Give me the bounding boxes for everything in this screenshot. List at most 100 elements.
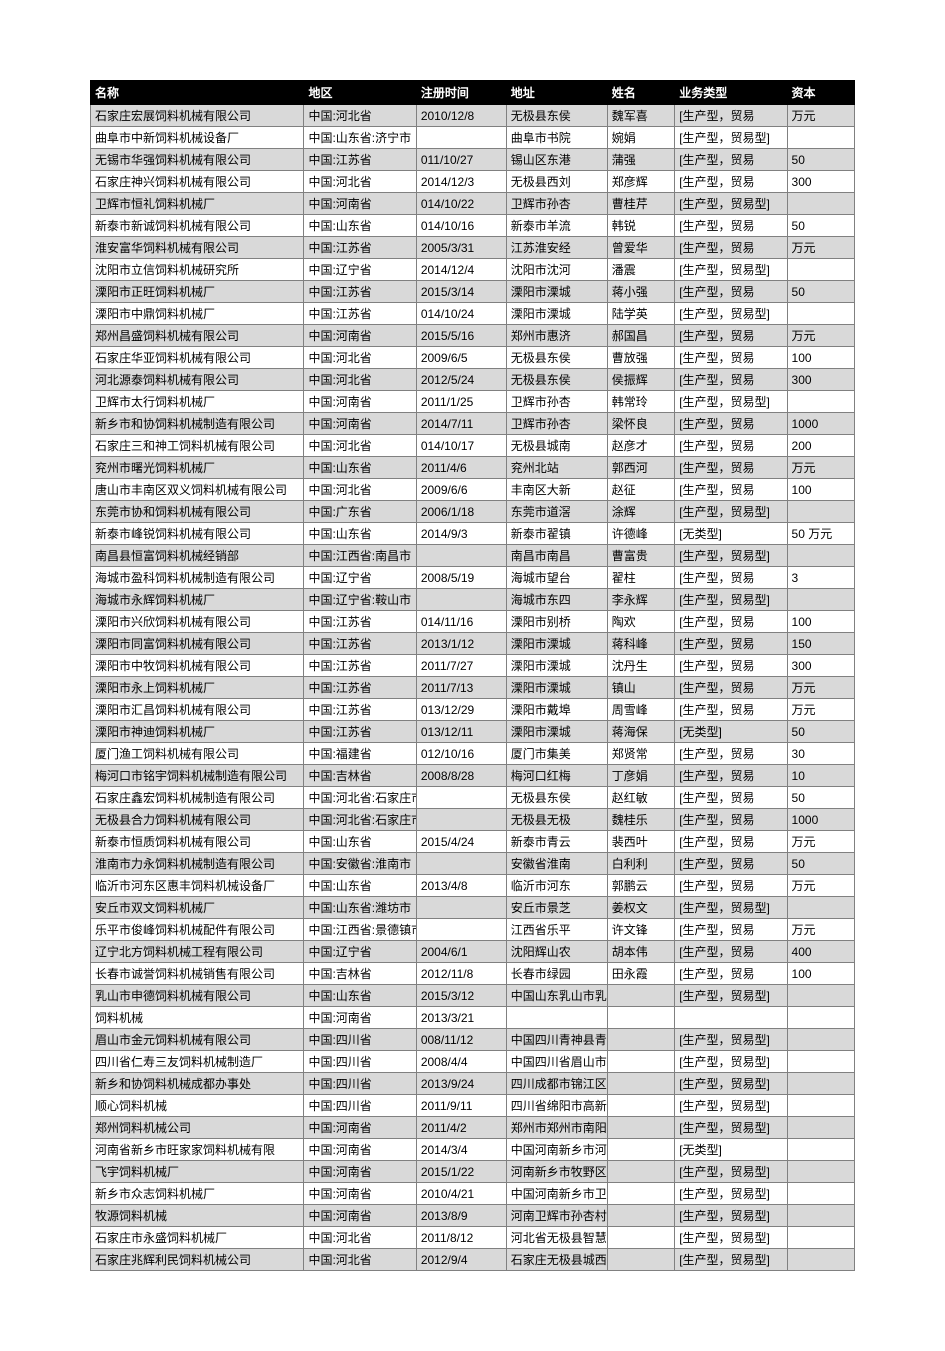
table-cell [607,1117,674,1139]
table-cell: 中国:四川省 [304,1073,416,1095]
table-cell [787,391,854,413]
table-cell: 中国:四川省 [304,1095,416,1117]
table-cell: 2013/1/12 [416,633,506,655]
table-cell: [生产型，贸易型] [675,303,787,325]
table-row: 眉山市金元饲料机械有限公司中国:四川省008/11/12中国四川青神县青神县[生… [91,1029,855,1051]
table-row: 溧阳市中鼎饲料机械厂中国:江苏省014/10/24溧阳市溧城陆学英[生产型，贸易… [91,303,855,325]
table-cell: 2008/4/4 [416,1051,506,1073]
table-cell: 400 [787,941,854,963]
table-cell: 陶欢 [607,611,674,633]
table-cell [787,1205,854,1227]
table-row: 新泰市峰锐饲料机械有限公司中国:山东省2014/9/3新泰市翟镇许德峰[无类型]… [91,523,855,545]
table-cell: 中国:河北省 [304,171,416,193]
table-cell: 无极县合力饲料机械有限公司 [91,809,304,831]
table-cell: 中国:辽宁省:鞍山市 [304,589,416,611]
table-cell: [生产型，贸易 [675,941,787,963]
table-cell: [生产型，贸易 [675,677,787,699]
table-cell: 乳山市申德饲料机械有限公司 [91,985,304,1007]
table-cell [787,1117,854,1139]
table-cell: 中国:福建省 [304,743,416,765]
table-row: 曲阜市中新饲料机械设备厂中国:山东省:济宁市曲阜市书院婉娟[生产型，贸易型] [91,127,855,149]
table-cell: 中国:江苏省 [304,699,416,721]
table-cell: 中国:河南省 [304,1205,416,1227]
table-cell: 长春市诚誉饲料机械销售有限公司 [91,963,304,985]
table-cell: 中国:河南省 [304,1161,416,1183]
table-cell: 无极县无极 [506,809,607,831]
table-cell: 中国:河北省 [304,435,416,457]
table-cell: 中国:河南省 [304,391,416,413]
table-cell: 新乡和协饲料机械成都办事处 [91,1073,304,1095]
table-cell: 万元 [787,237,854,259]
table-cell: 中国:江苏省 [304,281,416,303]
table-cell: 2013/8/9 [416,1205,506,1227]
table-row: 新泰市恒质饲料机械有限公司中国:山东省2015/4/24新泰市青云裴西叶[生产型… [91,831,855,853]
table-cell [607,1029,674,1051]
table-cell: 溧阳市中牧饲料机械有限公司 [91,655,304,677]
table-cell: 赵红敏 [607,787,674,809]
table-cell: 中国:江苏省 [304,721,416,743]
table-cell [787,1073,854,1095]
table-cell: 郭西河 [607,457,674,479]
table-cell: 溧阳市戴埠 [506,699,607,721]
table-cell: 顺心饲料机械 [91,1095,304,1117]
table-cell: 2015/3/14 [416,281,506,303]
table-cell [416,897,506,919]
table-row: 溧阳市正旺饲料机械厂中国:江苏省2015/3/14溧阳市溧城蒋小强[生产型，贸易… [91,281,855,303]
table-cell: 中国:山东省 [304,523,416,545]
table-cell: [生产型，贸易 [675,171,787,193]
table-cell: 50 [787,149,854,171]
table-cell: [生产型，贸易 [675,743,787,765]
table-cell: [生产型，贸易 [675,611,787,633]
table-cell [787,1007,854,1029]
table-header: 名称地区注册时间地址姓名业务类型资本 [91,81,855,105]
table-cell: 50 万元 [787,523,854,545]
table-row: 溧阳市兴欣饲料机械有限公司中国:江苏省014/11/16溧阳市别桥陶欢[生产型，… [91,611,855,633]
table-cell: 014/10/24 [416,303,506,325]
table-cell: 镇山 [607,677,674,699]
table-cell: 50 [787,787,854,809]
table-cell: [生产型，贸易型] [675,1073,787,1095]
table-cell: 淮南市力永饲料机械制造有限公司 [91,853,304,875]
table-cell: 1000 [787,413,854,435]
table-cell: 014/10/16 [416,215,506,237]
table-cell: [生产型，贸易 [675,281,787,303]
table-cell: 梅河口市铭宇饲料机械制造有限公司 [91,765,304,787]
table-cell: [生产型，贸易 [675,215,787,237]
table-cell: 侯振辉 [607,369,674,391]
table-cell: 无极县东侯 [506,105,607,127]
table-cell: 中国:吉林省 [304,765,416,787]
column-header-6: 资本 [787,81,854,105]
table-cell: 014/11/16 [416,611,506,633]
table-cell: 兖州市曙光饲料机械厂 [91,457,304,479]
table-cell: 中国:河南省 [304,325,416,347]
table-cell: 四川成都市锦江区静安路 [506,1073,607,1095]
table-cell [607,1095,674,1117]
table-cell: 2013/3/21 [416,1007,506,1029]
table-cell: 中国:江苏省 [304,237,416,259]
table-cell: 江西省乐平 [506,919,607,941]
table-cell: 辽宁北方饲料机械工程有限公司 [91,941,304,963]
table-cell: 郑州市惠济 [506,325,607,347]
table-cell: 中国:江西省:南昌市 [304,545,416,567]
table-cell: [生产型，贸易 [675,413,787,435]
table-cell: 裴西叶 [607,831,674,853]
table-cell [787,897,854,919]
table-cell: [生产型，贸易型] [675,545,787,567]
table-cell: 2011/1/25 [416,391,506,413]
table-cell: 厦门市集美 [506,743,607,765]
table-cell: [生产型，贸易 [675,479,787,501]
table-cell: 无极县东侯 [506,369,607,391]
table-cell: [生产型，贸易 [675,347,787,369]
table-cell [607,1183,674,1205]
table-cell: 中国:河南省 [304,413,416,435]
table-cell: 蒋小强 [607,281,674,303]
table-cell: 013/12/11 [416,721,506,743]
table-cell: 10 [787,765,854,787]
table-cell: 2009/6/6 [416,479,506,501]
table-row: 牧源饲料机械中国:河南省2013/8/9河南卫辉市孙杏村镇卫辉[生产型，贸易型] [91,1205,855,1227]
table-body: 石家庄宏展饲料机械有限公司中国:河北省2010/12/8无极县东侯魏军喜[生产型… [91,105,855,1271]
table-row: 无锡市华强饲料机械有限公司中国:江苏省011/10/27锡山区东港蒲强[生产型，… [91,149,855,171]
table-cell: 许德峰 [607,523,674,545]
table-cell: 2014/9/3 [416,523,506,545]
table-cell: 2011/4/2 [416,1117,506,1139]
